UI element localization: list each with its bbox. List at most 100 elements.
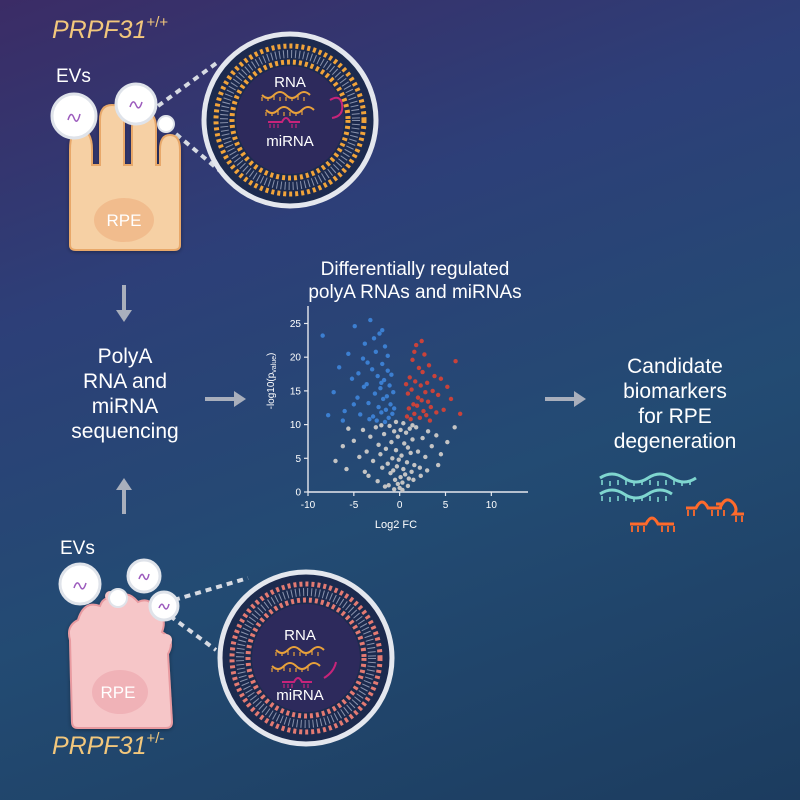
- data-point-down: [362, 341, 368, 346]
- data-point-up: [415, 395, 421, 400]
- sequencing-line: miRNA: [91, 395, 159, 418]
- sequencing-line: sequencing: [71, 420, 179, 443]
- data-point-up: [408, 417, 413, 422]
- data-point-down: [384, 394, 390, 399]
- data-point-up: [445, 384, 450, 390]
- plot-points: [320, 317, 463, 493]
- data-point-up: [426, 363, 432, 368]
- plot-ticks: -10 -5 0 5 10 0 5 10 15 20 25 Log2 FC -log10(pvalue): [266, 319, 497, 531]
- data-point-up: [413, 342, 419, 348]
- data-point-ns: [380, 465, 385, 470]
- data-point-down: [351, 402, 357, 407]
- data-point-ns: [366, 473, 371, 479]
- ev-zoom-circle-wt: [201, 31, 379, 209]
- data-point-ns: [393, 448, 399, 453]
- data-point-up: [421, 408, 426, 414]
- data-point-up: [422, 352, 427, 357]
- data-point-ns: [400, 487, 405, 493]
- data-point-ns: [411, 477, 416, 483]
- data-point-up: [412, 349, 417, 354]
- y-tick-label: 20: [290, 353, 302, 364]
- data-point-ns: [381, 431, 387, 437]
- data-point-up: [432, 373, 437, 379]
- data-point-ns: [417, 465, 423, 470]
- candidate-label: Candidate biomarkers for RPE degeneratio…: [585, 354, 765, 454]
- data-point-ns: [423, 454, 428, 460]
- data-point-ns: [415, 449, 421, 454]
- data-point-ns: [386, 483, 391, 488]
- data-point-ns: [390, 456, 395, 461]
- data-point-down: [377, 331, 382, 336]
- data-point-up: [435, 392, 441, 398]
- data-point-down: [390, 411, 395, 417]
- data-point-down: [370, 414, 376, 419]
- x-tick-label: 5: [443, 500, 449, 511]
- data-point-down: [385, 368, 390, 373]
- data-point-ns: [379, 423, 384, 428]
- data-point-ns: [398, 474, 403, 480]
- data-point-down: [380, 396, 386, 402]
- data-point-down: [376, 404, 381, 410]
- data-point-ns: [385, 461, 390, 466]
- data-point-ns: [418, 473, 423, 479]
- candidate-line: degeneration: [613, 430, 737, 453]
- arrow-down-icon: [116, 285, 132, 322]
- data-point-up: [424, 412, 429, 418]
- data-point-up: [441, 407, 446, 412]
- data-point-down: [352, 323, 357, 329]
- data-point-down: [367, 417, 372, 422]
- data-point-down: [380, 328, 385, 333]
- data-point-down: [358, 412, 363, 417]
- genotype-het-gene: PRPF31: [52, 732, 147, 760]
- data-point-ns: [410, 423, 415, 428]
- data-point-ns: [445, 439, 450, 445]
- data-point-up: [414, 403, 420, 408]
- data-point-ns: [405, 445, 411, 450]
- data-point-down: [386, 415, 391, 421]
- data-point-ns: [407, 426, 412, 431]
- data-point-up: [410, 357, 415, 363]
- data-point-ns: [452, 425, 457, 430]
- data-point-down: [325, 412, 331, 418]
- data-point-down: [365, 360, 370, 365]
- ev-vesicle: [157, 115, 175, 133]
- data-point-down: [385, 353, 390, 359]
- data-point-down: [372, 391, 378, 396]
- arrow-right-icon: [205, 391, 246, 407]
- data-point-ns: [438, 452, 444, 457]
- data-point-ns: [396, 457, 401, 462]
- data-point-ns: [392, 477, 398, 483]
- data-point-ns: [346, 426, 351, 431]
- data-point-up: [419, 338, 424, 344]
- data-point-ns: [412, 462, 417, 468]
- data-point-up: [403, 381, 409, 387]
- mirna-label-top: miRNA: [266, 133, 314, 150]
- data-point-ns: [391, 468, 396, 473]
- x-tick-label: 0: [397, 500, 403, 511]
- data-point-down: [381, 377, 387, 383]
- data-point-ns: [395, 481, 401, 487]
- y-tick-label: 15: [290, 386, 302, 397]
- data-point-down: [373, 349, 379, 354]
- sequencing-line: PolyA: [97, 345, 153, 368]
- data-point-down: [369, 367, 375, 372]
- data-point-ns: [395, 434, 401, 439]
- data-point-down: [356, 371, 361, 376]
- data-point-down: [379, 380, 384, 385]
- arrow-right-icon: [545, 391, 586, 407]
- plot-title-line: polyA RNAs and miRNAs: [308, 282, 522, 303]
- data-point-ns: [401, 466, 406, 472]
- data-point-ns: [382, 484, 388, 489]
- flow-arrows: [116, 285, 586, 514]
- data-point-down: [375, 373, 380, 379]
- data-point-ns: [364, 449, 369, 454]
- rna-label-top: RNA: [274, 74, 306, 91]
- data-point-up: [416, 365, 422, 371]
- data-point-up: [407, 375, 412, 380]
- candidate-line: biomarkers: [623, 380, 727, 403]
- rpe-cell-het: [68, 591, 174, 729]
- candidate-line: for RPE: [638, 405, 712, 428]
- data-point-ns: [387, 423, 392, 429]
- data-point-ns: [435, 462, 441, 468]
- data-point-ns: [375, 479, 380, 484]
